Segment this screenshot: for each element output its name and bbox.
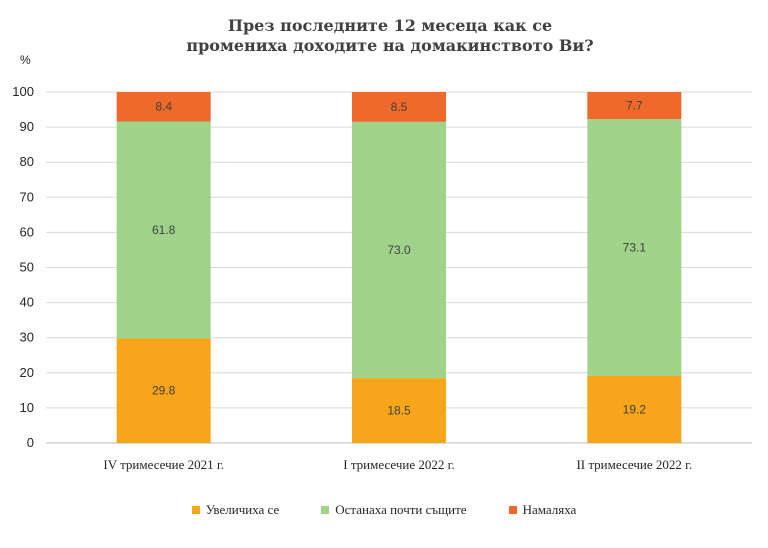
data-label: 8.4 [155, 100, 172, 114]
legend-label: Увеличиха се [205, 502, 280, 517]
legend-label: Останаха почти същите [335, 502, 467, 517]
data-label: 7.7 [626, 99, 643, 113]
data-label: 19.2 [623, 402, 647, 416]
labels: % 0 10 20 30 40 50 60 70 80 90 100 29.8 61.8 8.4 IV три… [12, 53, 692, 472]
data-label: 73.0 [387, 243, 411, 257]
stacked-bar-chart: % 0 10 20 30 40 50 60 70 80 90 100 29.8 61.8 8.4 IV три… [12, 53, 752, 472]
data-label: 61.8 [152, 223, 176, 237]
legend-swatch [191, 506, 200, 514]
bar-segment [116, 338, 211, 443]
bars [116, 92, 682, 443]
data-label: 29.8 [152, 384, 176, 398]
y-tick-label: 20 [20, 365, 34, 380]
y-tick-label: 80 [20, 154, 34, 169]
data-label: 8.5 [391, 100, 408, 114]
x-category-label: I тримесечие 2022 г. [343, 457, 454, 472]
legend-label: Намаляха [522, 502, 577, 517]
legend-item: Останаха почти същите [321, 502, 467, 518]
legend-item: Намаляха [508, 502, 577, 518]
y-tick-label: 40 [20, 295, 34, 310]
legend-swatch [508, 506, 517, 514]
data-label: 18.5 [387, 404, 411, 418]
data-label: 73.1 [623, 240, 647, 254]
y-tick-label: 50 [20, 260, 34, 275]
bar-segment [352, 378, 446, 443]
legend: Увеличиха се Останаха почти същите Намалях… [0, 500, 768, 520]
y-tick-label: 60 [20, 224, 34, 239]
y-tick-label: 0 [27, 435, 34, 450]
bar-segment [587, 119, 682, 376]
x-category-label: II тримесечие 2022 г. [576, 457, 692, 472]
legend-item: Увеличиха се [191, 502, 280, 518]
bar-segment [352, 121, 446, 379]
y-tick-label: 30 [20, 330, 34, 345]
chart-title: През последните 12 месеца как се промени… [186, 16, 594, 55]
legend-swatch [321, 506, 330, 514]
bar-segment [116, 121, 211, 339]
y-tick-label: 70 [20, 189, 34, 204]
bar-segment [587, 375, 682, 443]
bar-segment [116, 92, 211, 122]
y-tick-label: 10 [20, 400, 34, 415]
y-tick-label: 100 [12, 84, 34, 99]
bar-segment [587, 92, 682, 120]
x-category-label: IV тримесечие 2021 г. [103, 457, 224, 472]
y-tick-label: 90 [20, 119, 34, 134]
bar-segment [352, 92, 446, 122]
y-axis-unit: % [20, 53, 31, 67]
